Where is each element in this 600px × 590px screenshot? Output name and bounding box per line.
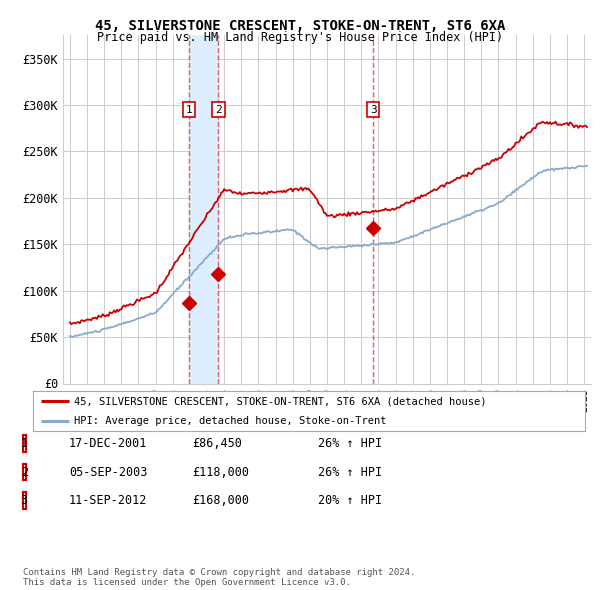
Text: 45, SILVERSTONE CRESCENT, STOKE-ON-TRENT, ST6 6XA (detached house): 45, SILVERSTONE CRESCENT, STOKE-ON-TRENT… [74, 396, 487, 407]
Text: 1: 1 [186, 104, 193, 114]
Text: 17-DEC-2001: 17-DEC-2001 [69, 437, 148, 450]
Text: 1: 1 [20, 437, 28, 450]
Text: Contains HM Land Registry data © Crown copyright and database right 2024.: Contains HM Land Registry data © Crown c… [23, 568, 415, 577]
Text: £86,450: £86,450 [192, 437, 242, 450]
Text: Price paid vs. HM Land Registry's House Price Index (HPI): Price paid vs. HM Land Registry's House … [97, 31, 503, 44]
Bar [189, 35, 218, 384]
Text: 3: 3 [20, 494, 28, 507]
Text: 20% ↑ HPI: 20% ↑ HPI [318, 494, 382, 507]
Text: 05-SEP-2003: 05-SEP-2003 [69, 466, 148, 478]
Text: This data is licensed under the Open Government Licence v3.0.: This data is licensed under the Open Gov… [23, 578, 350, 587]
Text: 45, SILVERSTONE CRESCENT, STOKE-ON-TRENT, ST6 6XA: 45, SILVERSTONE CRESCENT, STOKE-ON-TRENT… [95, 19, 505, 33]
Text: 26% ↑ HPI: 26% ↑ HPI [318, 466, 382, 478]
Text: 11-SEP-2012: 11-SEP-2012 [69, 494, 148, 507]
Text: HPI: Average price, detached house, Stoke-on-Trent: HPI: Average price, detached house, Stok… [74, 417, 387, 427]
Text: 26% ↑ HPI: 26% ↑ HPI [318, 437, 382, 450]
Text: £118,000: £118,000 [192, 466, 249, 478]
Text: 2: 2 [20, 466, 28, 478]
Text: 2: 2 [215, 104, 222, 114]
Text: £168,000: £168,000 [192, 494, 249, 507]
Text: 3: 3 [370, 104, 376, 114]
